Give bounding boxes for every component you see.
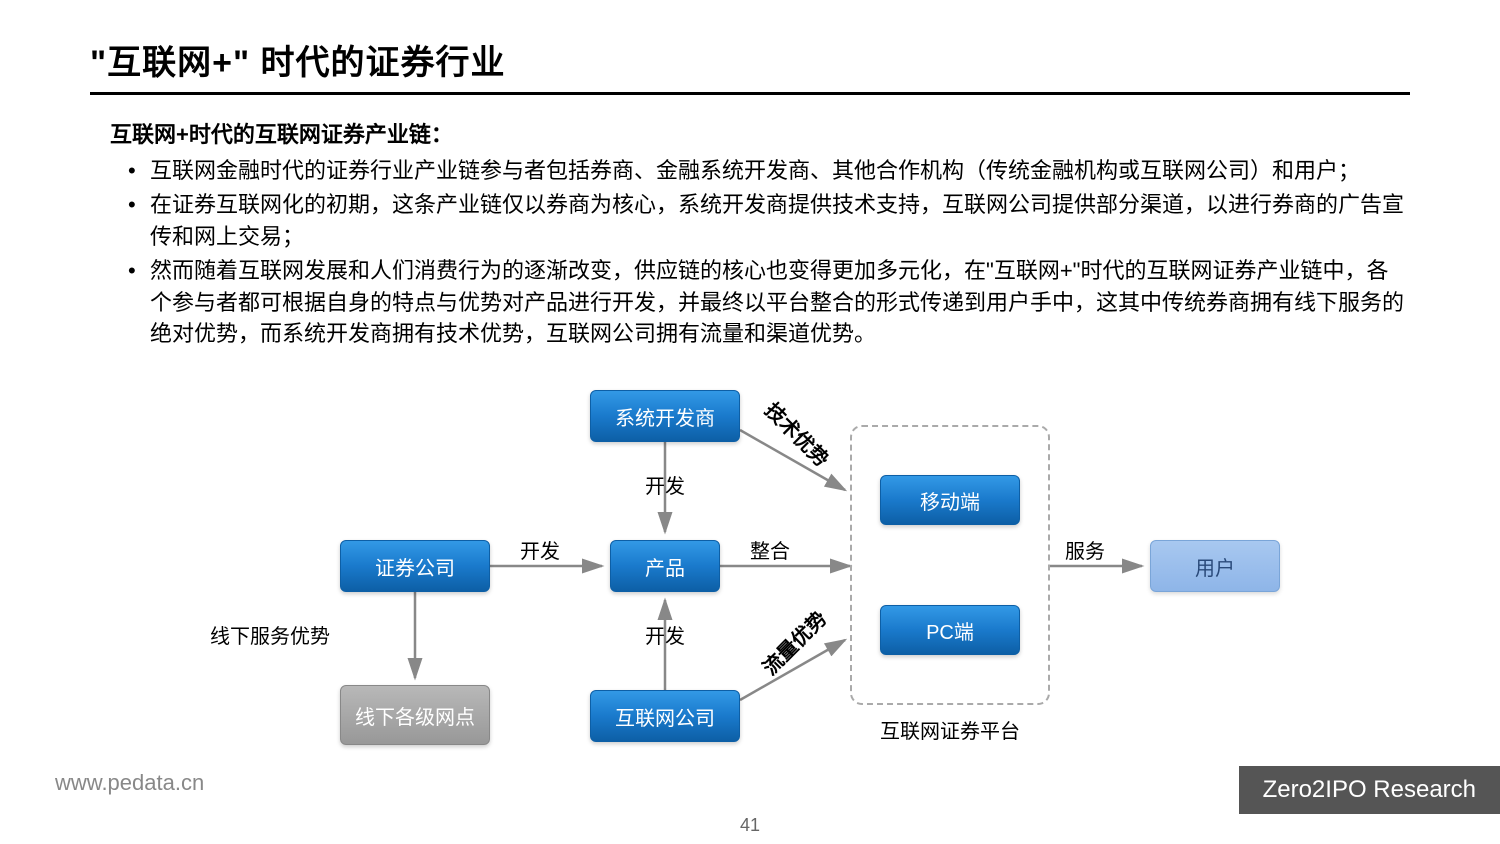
- node-internet: 互联网公司: [590, 690, 740, 742]
- title-underline: [90, 92, 1410, 95]
- edge-label: 开发: [645, 470, 685, 499]
- edge-label-rotated: 流量优势: [755, 604, 832, 681]
- bullet-item: 互联网金融时代的证券行业产业链参与者包括券商、金融系统开发商、其他合作机构（传统…: [120, 155, 1410, 187]
- edge-label: 开发: [645, 620, 685, 649]
- bullet-list: 互联网金融时代的证券行业产业链参与者包括券商、金融系统开发商、其他合作机构（传统…: [120, 155, 1410, 350]
- node-offline: 线下各级网点: [340, 685, 490, 745]
- footer-page-number: 41: [740, 815, 760, 836]
- platform-group-box: [850, 425, 1050, 705]
- footer-url: www.pedata.cn: [55, 770, 204, 796]
- node-product: 产品: [610, 540, 720, 592]
- node-user: 用户: [1150, 540, 1280, 592]
- flowchart-diagram: 证券公司系统开发商产品互联网公司线下各级网点移动端PC端用户互联网证券平台开发开…: [90, 370, 1410, 770]
- edge-label: 服务: [1065, 535, 1105, 564]
- bullet-item: 在证券互联网化的初期，这条产业链仅以券商为核心，系统开发商提供技术支持，互联网公…: [120, 189, 1410, 253]
- node-securities: 证券公司: [340, 540, 490, 592]
- bullet-item: 然而随着互联网发展和人们消费行为的逐渐改变，供应链的核心也变得更加多元化，在"互…: [120, 255, 1410, 351]
- node-sysdev: 系统开发商: [590, 390, 740, 442]
- footer-brand: Zero2IPO Research: [1239, 766, 1500, 814]
- edge-label-rotated: 技术优势: [759, 395, 836, 472]
- edge-label: 线下服务优势: [210, 620, 330, 649]
- slide: "互联网+" 时代的证券行业 互联网+时代的互联网证券产业链： 互联网金融时代的…: [0, 0, 1500, 844]
- platform-label: 互联网证券平台: [880, 715, 1020, 744]
- edge-label: 开发: [520, 535, 560, 564]
- edge-label: 整合: [750, 535, 790, 564]
- subtitle: 互联网+时代的互联网证券产业链：: [110, 117, 1410, 149]
- page-title: "互联网+" 时代的证券行业: [90, 35, 1410, 84]
